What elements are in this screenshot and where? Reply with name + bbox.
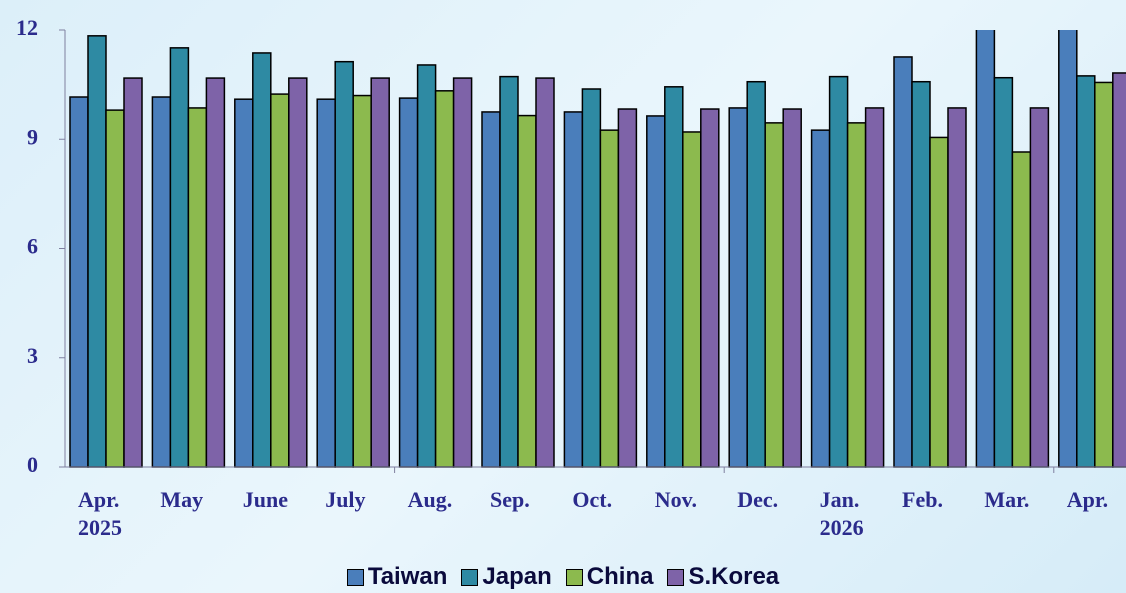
bar — [1029, 107, 1050, 468]
x-tick-label: May — [160, 487, 204, 512]
legend-swatch — [461, 568, 479, 586]
bar — [828, 75, 849, 468]
bar — [893, 56, 913, 468]
bar — [563, 111, 584, 468]
bar — [69, 96, 89, 468]
legend-label: China — [586, 563, 654, 590]
bar — [398, 97, 419, 468]
bar — [481, 111, 501, 468]
y-tick-label: 3 — [27, 343, 38, 368]
bar — [947, 107, 967, 468]
bar — [187, 107, 208, 468]
bar — [746, 80, 766, 468]
x-tick-label: Jan. 2026 — [819, 487, 864, 540]
bar — [864, 107, 885, 468]
bar — [352, 94, 372, 468]
legend-item: China — [565, 563, 654, 591]
bar — [169, 47, 190, 468]
bar — [434, 90, 455, 468]
bar — [316, 98, 336, 468]
bar — [205, 77, 226, 468]
bar — [288, 77, 308, 468]
x-tick-label: Aug. — [407, 487, 453, 512]
x-tick-label: July — [325, 487, 366, 512]
bar — [929, 136, 949, 468]
legend-label: Japan — [482, 563, 552, 590]
x-tick-label: Sep. — [490, 487, 530, 512]
bar — [123, 77, 143, 468]
legend-item: Japan — [461, 563, 552, 591]
y-tick-label: 12 — [16, 15, 38, 40]
bar — [517, 114, 537, 468]
y-tick-label: 9 — [27, 124, 38, 149]
x-tick-label: Apr. 2025 — [78, 487, 122, 540]
legend: Taiwan Japan China S.Korea — [0, 563, 1126, 591]
legend-item: Taiwan — [346, 563, 448, 591]
bar — [993, 76, 1014, 468]
legend-label: Taiwan — [367, 563, 448, 590]
x-tick-label: June — [242, 487, 289, 512]
bar — [846, 122, 867, 468]
bar — [452, 77, 473, 468]
bars — [69, 30, 1126, 468]
legend-label: S.Korea — [688, 563, 780, 590]
x-tick-label: Apr. — [1066, 487, 1109, 512]
bar — [1011, 151, 1032, 468]
bar — [581, 88, 602, 468]
bar — [764, 122, 784, 468]
bar — [728, 107, 748, 468]
bar — [416, 64, 437, 468]
x-tick-label: Dec. — [737, 487, 779, 512]
bar — [370, 77, 390, 468]
y-tick-label: 0 — [27, 452, 38, 477]
bar — [1058, 30, 1078, 468]
bar — [105, 109, 125, 468]
x-tick-label: Nov. — [654, 487, 697, 512]
bar — [646, 115, 666, 468]
legend-swatch — [667, 568, 685, 586]
x-tick-label: Mar. — [984, 487, 1030, 512]
bar — [700, 108, 720, 468]
bar — [1094, 81, 1114, 468]
bar — [499, 75, 519, 468]
bar — [270, 93, 290, 468]
bar — [151, 96, 172, 468]
x-tick-label: Feb. — [902, 487, 943, 512]
legend-swatch — [346, 568, 364, 586]
x-tick-label: Oct. — [572, 487, 613, 512]
legend-item: S.Korea — [667, 563, 779, 591]
y-tick-label: 6 — [27, 234, 38, 259]
bar — [617, 108, 638, 468]
bar — [234, 98, 254, 468]
bar — [87, 35, 107, 468]
legend-swatch — [565, 568, 583, 586]
bar — [1112, 72, 1126, 468]
bar — [810, 129, 831, 468]
bar — [664, 86, 684, 468]
bar — [782, 108, 802, 468]
bar — [252, 52, 272, 468]
bar — [975, 30, 996, 468]
bar — [334, 60, 354, 468]
bar — [535, 77, 555, 468]
bar — [1076, 75, 1096, 468]
bar — [682, 131, 702, 468]
bar — [911, 80, 931, 468]
bar — [599, 129, 620, 468]
